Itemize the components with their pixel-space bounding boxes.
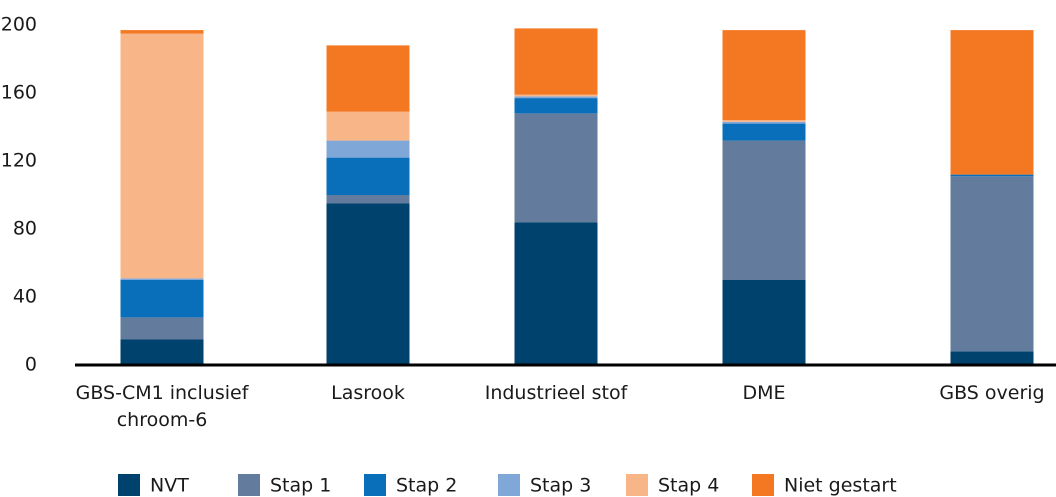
- x-tick-label: Industrieel stof: [484, 382, 628, 404]
- y-tick-label: 40: [13, 286, 37, 308]
- bar-segment: [326, 203, 410, 365]
- bar-segment: [120, 317, 204, 340]
- bar-segment: [722, 30, 806, 121]
- x-tick-label: GBS-CM1 inclusief chroom-6: [75, 382, 249, 431]
- x-tick-label: GBS overig: [939, 382, 1045, 404]
- bar-segment: [950, 174, 1034, 177]
- bar-segment: [722, 121, 806, 124]
- legend-swatch: [118, 474, 140, 496]
- bar-segment: [722, 140, 806, 280]
- bar-segment: [120, 339, 204, 365]
- bar-segment: [950, 176, 1034, 352]
- legend-label: Niet gestart: [784, 475, 897, 497]
- legend-swatch: [498, 474, 520, 496]
- legend-label: Stap 3: [530, 475, 591, 497]
- bar-segment: [326, 140, 410, 158]
- bar-segment: [514, 222, 598, 365]
- x-tick-label: DME: [742, 382, 786, 404]
- bar-segment: [326, 157, 410, 195]
- y-tick-label: 200: [1, 14, 37, 36]
- y-tick-label: 160: [1, 82, 37, 104]
- bar-segment: [326, 45, 410, 112]
- bar-segment: [722, 120, 806, 122]
- y-tick-label: 80: [13, 218, 37, 240]
- bar-segment: [514, 96, 598, 99]
- legend-swatch: [238, 474, 260, 496]
- bar-segment: [514, 113, 598, 223]
- bar-segment: [950, 30, 1034, 175]
- bar-segment: [120, 33, 204, 279]
- bar-segment: [722, 123, 806, 141]
- bar-segment: [120, 280, 204, 318]
- legend-label: Stap 4: [658, 475, 719, 497]
- legend-label: NVT: [150, 475, 189, 497]
- legend-label: Stap 1: [270, 475, 331, 497]
- legend-swatch: [752, 474, 774, 496]
- bar-segment: [722, 280, 806, 365]
- bar-segment: [120, 278, 204, 280]
- bar-segment: [326, 111, 410, 141]
- bar-segment: [514, 28, 598, 95]
- bar-segment: [950, 351, 1034, 365]
- y-tick-label: 120: [1, 150, 37, 172]
- legend-swatch: [626, 474, 648, 496]
- x-tick-label: Lasrook: [331, 382, 405, 404]
- legend-label: Stap 2: [396, 475, 457, 497]
- y-tick-label: 0: [25, 354, 37, 376]
- bar-segment: [120, 30, 204, 34]
- bar-segment: [514, 94, 598, 97]
- bar-segment: [514, 98, 598, 114]
- bar-segment: [326, 195, 410, 204]
- legend-swatch: [364, 474, 386, 496]
